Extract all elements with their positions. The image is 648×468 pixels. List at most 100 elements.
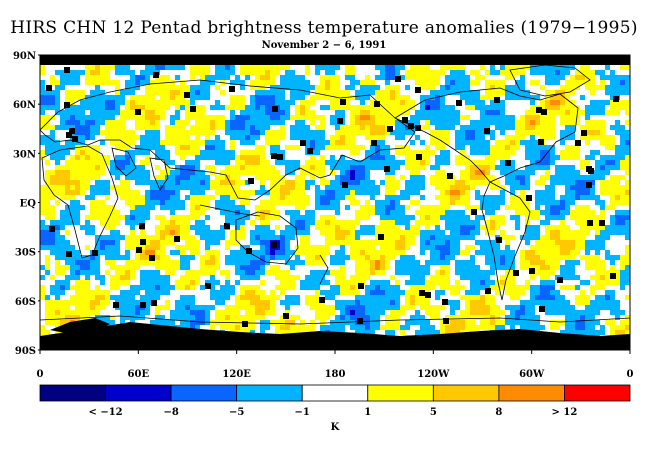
anomaly-cell — [230, 205, 235, 210]
anomaly-cell — [290, 325, 295, 330]
anomaly-cell — [110, 170, 115, 175]
anomaly-cell — [220, 185, 225, 190]
anomaly-cell — [480, 280, 485, 285]
anomaly-cell — [575, 195, 580, 200]
anomaly-cell — [555, 95, 560, 100]
anomaly-cell — [205, 185, 210, 190]
anomaly-cell — [220, 295, 225, 300]
anomaly-cell — [190, 195, 195, 200]
anomaly-cell — [515, 65, 520, 70]
anomaly-cell — [285, 165, 290, 170]
anomaly-cell — [145, 95, 150, 100]
anomaly-cell — [480, 285, 485, 290]
anomaly-cell — [490, 95, 495, 100]
anomaly-cell — [530, 315, 535, 320]
anomaly-cell — [220, 120, 225, 125]
anomaly-cell — [145, 140, 150, 145]
anomaly-cell — [315, 200, 320, 205]
anomaly-cell — [405, 150, 410, 155]
anomaly-cell — [140, 150, 145, 155]
anomaly-cell — [385, 290, 390, 295]
anomaly-cell — [295, 110, 300, 115]
anomaly-cell — [380, 215, 385, 220]
anomaly-cell — [180, 165, 185, 170]
anomaly-cell — [240, 205, 245, 210]
anomaly-cell — [280, 280, 285, 285]
anomaly-cell — [270, 120, 275, 125]
anomaly-cell — [440, 150, 445, 155]
anomaly-cell — [155, 105, 160, 110]
anomaly-cell — [510, 165, 515, 170]
anomaly-cell — [625, 190, 630, 195]
anomaly-cell — [295, 215, 300, 220]
anomaly-cell — [250, 230, 255, 235]
anomaly-cell — [505, 255, 510, 260]
anomaly-cell — [500, 235, 505, 240]
anomaly-cell — [335, 305, 340, 310]
anomaly-cell — [180, 305, 185, 310]
anomaly-cell — [530, 80, 535, 85]
anomaly-cell — [465, 225, 470, 230]
anomaly-cell — [100, 240, 105, 245]
anomaly-cell — [320, 200, 325, 205]
anomaly-cell — [130, 175, 135, 180]
anomaly-cell — [425, 115, 430, 120]
anomaly-cell — [130, 275, 135, 280]
anomaly-cell — [385, 185, 390, 190]
anomaly-cell — [100, 140, 105, 145]
anomaly-cell — [215, 290, 220, 295]
anomaly-cell — [350, 170, 355, 175]
anomaly-cell — [120, 180, 125, 185]
anomaly-cell — [580, 245, 585, 250]
anomaly-cell — [300, 325, 305, 330]
anomaly-cell — [585, 155, 590, 160]
anomaly-cell — [455, 85, 460, 90]
anomaly-cell — [545, 205, 550, 210]
anomaly-cell — [45, 145, 50, 150]
anomaly-cell — [270, 165, 275, 170]
anomaly-cell — [70, 270, 75, 275]
anomaly-cell — [480, 110, 485, 115]
anomaly-cell — [110, 185, 115, 190]
anomaly-cell — [520, 210, 525, 215]
anomaly-cell — [165, 265, 170, 270]
anomaly-cell — [275, 130, 280, 135]
anomaly-cell — [285, 85, 290, 90]
anomaly-cell — [260, 160, 265, 165]
anomaly-cell — [365, 260, 370, 265]
anomaly-cell — [420, 95, 425, 100]
anomaly-cell — [530, 255, 535, 260]
anomaly-cell — [105, 180, 110, 185]
anomaly-cell — [605, 300, 610, 305]
anomaly-cell — [540, 195, 545, 200]
anomaly-cell — [535, 180, 540, 185]
anomaly-cell — [300, 125, 305, 130]
anomaly-cell — [395, 305, 400, 310]
anomaly-cell — [430, 105, 435, 110]
anomaly-cell — [45, 330, 50, 335]
anomaly-cell — [415, 225, 420, 230]
anomaly-cell — [535, 165, 540, 170]
anomaly-cell — [265, 115, 270, 120]
anomaly-cell — [200, 310, 205, 315]
anomaly-cell — [345, 190, 350, 195]
anomaly-cell — [430, 100, 435, 105]
anomaly-cell — [470, 245, 475, 250]
anomaly-cell — [350, 230, 355, 235]
anomaly-cell — [145, 115, 150, 120]
anomaly-cell — [600, 240, 605, 245]
anomaly-cell — [355, 215, 360, 220]
anomaly-cell — [330, 120, 335, 125]
anomaly-cell — [610, 225, 615, 230]
anomaly-cell — [455, 145, 460, 150]
anomaly-cell — [240, 135, 245, 140]
anomaly-cell — [500, 190, 505, 195]
anomaly-cell — [530, 110, 535, 115]
anomaly-cell — [425, 310, 430, 315]
anomaly-cell — [355, 330, 360, 335]
anomaly-cell — [90, 290, 95, 295]
anomaly-cell — [170, 205, 175, 210]
anomaly-cell — [600, 155, 605, 160]
anomaly-cell — [45, 100, 50, 105]
anomaly-cell — [425, 145, 430, 150]
